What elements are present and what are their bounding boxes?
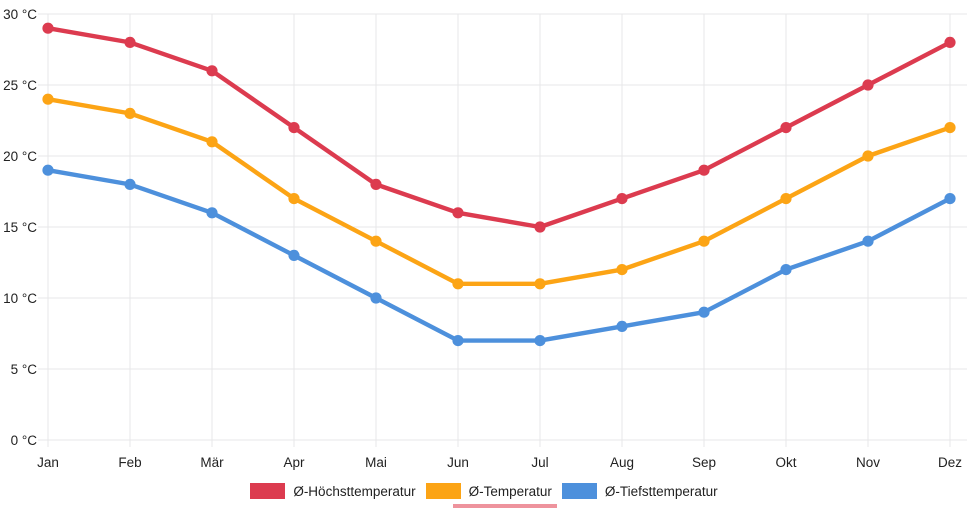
plot-area: 0 °C 5 °C 10 °C 15 °C 20 °C 25 °C 30 °C Jan Feb M… bbox=[3, 7, 967, 470]
data-point-marker[interactable] bbox=[780, 122, 792, 134]
y-axis-tick-label: 20 °C bbox=[3, 149, 37, 164]
data-point-marker[interactable] bbox=[206, 207, 218, 219]
chart-legend: Ø-Höchsttemperatur Ø-Temperatur Ø-Tiefstte… bbox=[0, 481, 968, 501]
legend-swatch bbox=[561, 483, 597, 499]
data-point-marker[interactable] bbox=[944, 122, 956, 134]
legend-label: Ø-Tiefsttemperatur bbox=[604, 483, 718, 499]
cropped-red-bar bbox=[453, 504, 557, 508]
data-point-marker[interactable] bbox=[944, 36, 956, 49]
legend-item[interactable]: Ø-Tiefsttemperatur bbox=[561, 483, 718, 499]
data-point-marker[interactable] bbox=[534, 278, 546, 290]
data-point-marker[interactable] bbox=[124, 178, 136, 190]
legend-label: Ø-Temperatur bbox=[468, 483, 552, 499]
data-point-marker[interactable] bbox=[534, 335, 546, 347]
y-axis-tick-label: 15 °C bbox=[3, 220, 37, 235]
y-axis-tick-label: 25 °C bbox=[3, 78, 37, 93]
x-axis-label: Feb bbox=[118, 455, 141, 470]
x-axis-label: Mär bbox=[200, 455, 224, 470]
legend-item[interactable]: Ø-Temperatur bbox=[425, 483, 552, 499]
x-axis-label: Okt bbox=[775, 455, 796, 470]
data-point-marker[interactable] bbox=[616, 320, 628, 332]
data-point-marker[interactable] bbox=[698, 164, 710, 176]
y-axis-tick-label: 5 °C bbox=[11, 362, 38, 377]
data-point-marker[interactable] bbox=[206, 136, 218, 148]
data-point-marker[interactable] bbox=[616, 193, 628, 205]
data-point-marker[interactable] bbox=[862, 235, 874, 247]
data-point-marker[interactable] bbox=[124, 36, 136, 49]
x-axis-label: Jun bbox=[447, 455, 469, 470]
legend-item[interactable]: Ø-Höchsttemperatur bbox=[250, 483, 416, 499]
y-axis-tick-label: 0 °C bbox=[11, 433, 38, 448]
data-point-marker[interactable] bbox=[42, 93, 54, 105]
series-line bbox=[45, 167, 953, 343]
x-axis-label: Sep bbox=[692, 455, 716, 470]
data-point-marker[interactable] bbox=[206, 65, 218, 77]
legend-swatch bbox=[425, 483, 461, 499]
x-axis-label: Nov bbox=[856, 455, 880, 470]
data-point-marker[interactable] bbox=[862, 79, 874, 91]
x-axis-label: Dez bbox=[938, 455, 962, 470]
data-point-marker[interactable] bbox=[452, 335, 464, 347]
data-point-marker[interactable] bbox=[370, 235, 382, 247]
data-point-marker[interactable] bbox=[288, 122, 300, 134]
data-point-marker[interactable] bbox=[42, 164, 54, 176]
y-axis-tick-label: 10 °C bbox=[3, 291, 37, 306]
data-point-marker[interactable] bbox=[780, 264, 792, 276]
x-axis-label: Mai bbox=[365, 455, 387, 470]
legend-swatch bbox=[250, 483, 286, 499]
data-point-marker[interactable] bbox=[452, 278, 464, 290]
data-point-marker[interactable] bbox=[534, 221, 546, 233]
data-point-marker[interactable] bbox=[698, 306, 710, 318]
series-line bbox=[45, 26, 953, 230]
data-point-marker[interactable] bbox=[780, 193, 792, 205]
data-point-marker[interactable] bbox=[42, 22, 54, 34]
x-axis-label: Jan bbox=[37, 455, 59, 470]
legend-label: Ø-Höchsttemperatur bbox=[293, 483, 416, 499]
y-axis-tick-label: 30 °C bbox=[3, 7, 37, 22]
data-point-marker[interactable] bbox=[288, 249, 300, 261]
x-axis-label: Jul bbox=[531, 455, 548, 470]
data-point-marker[interactable] bbox=[124, 107, 136, 119]
data-point-marker[interactable] bbox=[452, 207, 464, 219]
data-point-marker[interactable] bbox=[288, 193, 300, 205]
data-point-marker[interactable] bbox=[944, 193, 956, 205]
data-point-marker[interactable] bbox=[370, 178, 382, 190]
series-line bbox=[45, 96, 953, 286]
data-point-marker[interactable] bbox=[698, 235, 710, 247]
x-axis-label: Apr bbox=[283, 455, 305, 470]
data-point-marker[interactable] bbox=[862, 150, 874, 162]
x-axis-label: Aug bbox=[610, 455, 634, 470]
data-point-marker[interactable] bbox=[370, 292, 382, 304]
data-point-marker[interactable] bbox=[616, 264, 628, 276]
